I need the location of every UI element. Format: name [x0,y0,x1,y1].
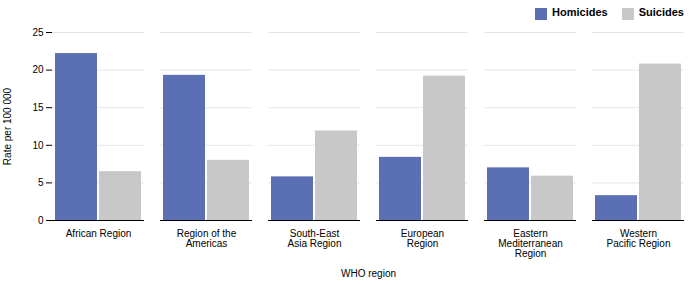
svg-text:WHO region: WHO region [341,268,396,279]
svg-text:Rate per 100 000: Rate per 100 000 [2,87,13,165]
svg-text:5: 5 [38,177,44,188]
svg-text:10: 10 [32,140,44,151]
svg-text:0: 0 [38,215,44,226]
svg-text:20: 20 [32,64,44,75]
html-text:Suicides: Suicides [638,6,684,19]
svg-text:Region of theAmericas: Region of theAmericas [177,228,237,249]
svg-text:South-EastAsia Region: South-EastAsia Region [288,228,342,249]
svg-text:EasternMediterraneanRegion: EasternMediterraneanRegion [498,228,562,259]
svg-text:African Region: African Region [66,228,132,239]
svg-text:WesternPacific Region: WesternPacific Region [607,228,671,249]
svg-text:25: 25 [32,27,44,38]
svg-text:EuropeanRegion: EuropeanRegion [401,228,444,249]
svg-text:15: 15 [32,102,44,113]
html-text:Homicides: Homicides [552,6,608,19]
